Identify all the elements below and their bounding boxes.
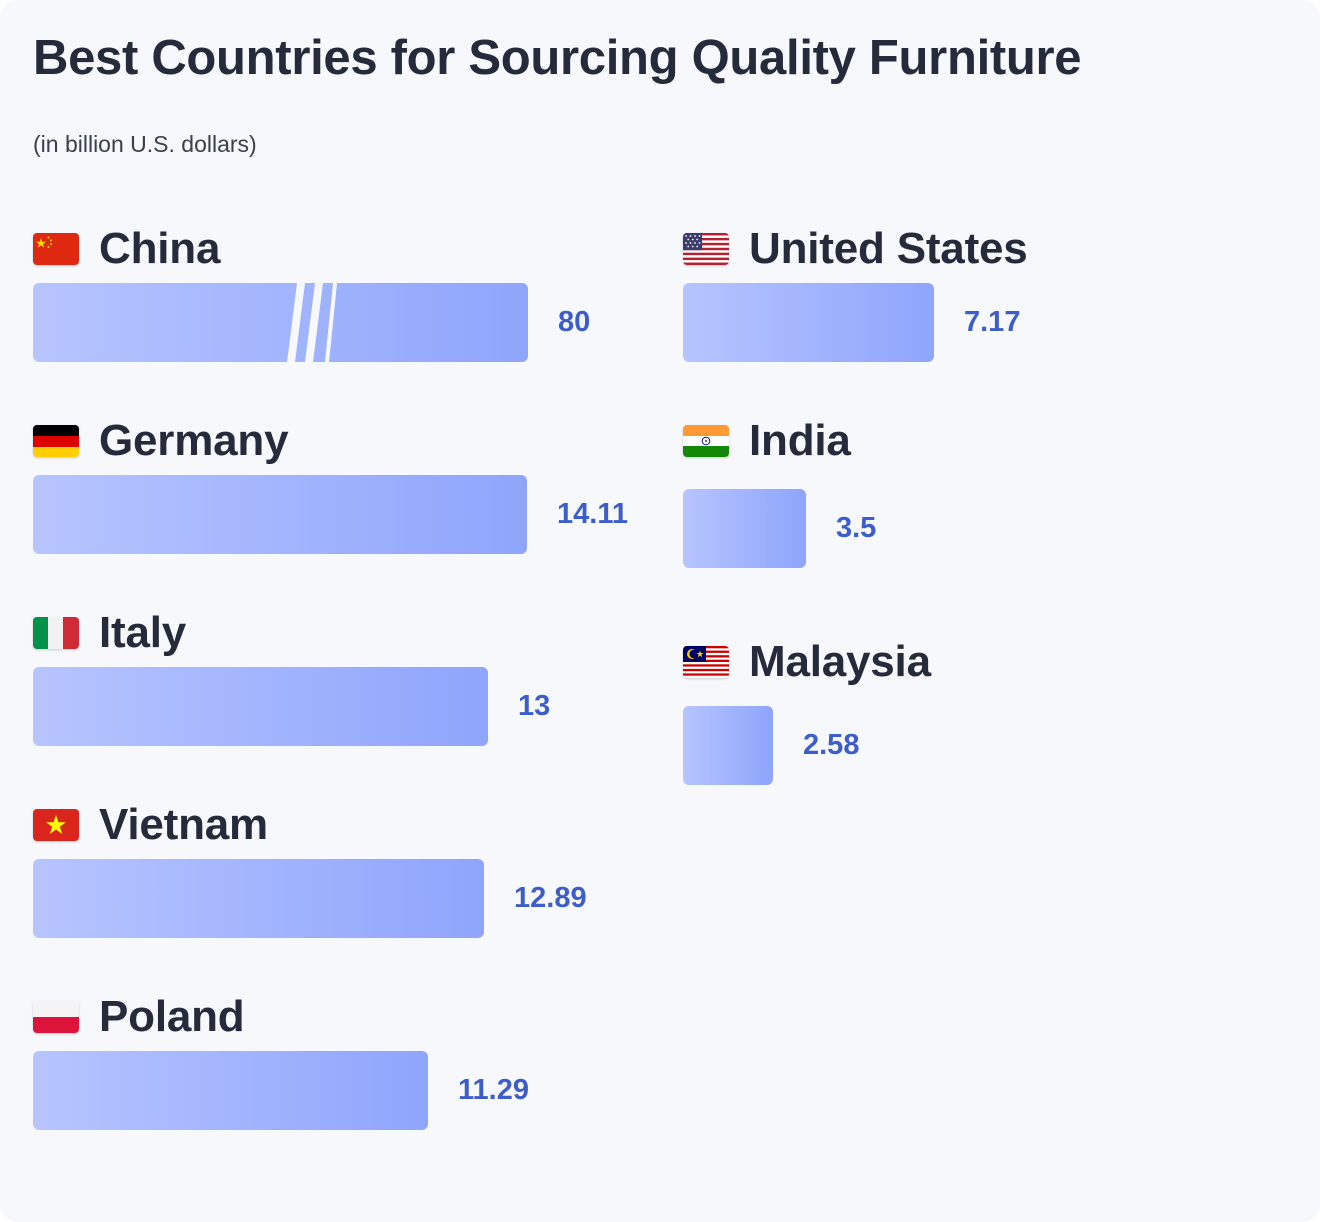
bar-united-states <box>683 283 934 362</box>
bar-label: Vietnam <box>33 795 268 855</box>
bar-label-text: China <box>99 224 221 273</box>
poland-flag-icon <box>33 1001 79 1033</box>
bar-label-text: Italy <box>99 608 187 657</box>
bar-malaysia <box>683 706 773 785</box>
bar-label: United States <box>683 219 1028 279</box>
bar-italy <box>33 667 488 746</box>
bar-value: 12.89 <box>514 882 587 914</box>
bar-value: 7.17 <box>964 306 1021 338</box>
bar-poland <box>33 1051 428 1130</box>
bar-value: 2.58 <box>803 729 860 761</box>
bar-vietnam <box>33 859 484 938</box>
bar-label: China <box>33 219 220 279</box>
vietnam-flag-icon <box>33 809 79 841</box>
bar-label-text: United States <box>749 224 1028 273</box>
bar-value: 80 <box>558 306 591 338</box>
bar-label: Germany <box>33 411 289 471</box>
bar-label-text: Vietnam <box>99 800 268 849</box>
bar-label: Malaysia <box>683 632 931 692</box>
bar-value: 14.11 <box>557 498 628 530</box>
malaysia-flag-icon <box>683 646 729 678</box>
bar-value: 11.29 <box>458 1074 529 1106</box>
india-flag-icon <box>683 425 729 457</box>
china-flag-icon <box>33 233 79 265</box>
italy-flag-icon <box>33 617 79 649</box>
bar-china <box>33 283 528 362</box>
bar-value: 13 <box>518 690 551 722</box>
bar-label-text: Germany <box>99 416 289 465</box>
chart-title: Best Countries for Sourcing Quality Furn… <box>33 31 1082 85</box>
bar-label: Italy <box>33 603 186 663</box>
us-flag-icon <box>683 233 729 265</box>
bar-label-text: Malaysia <box>749 637 931 686</box>
bar-label-text: India <box>749 416 851 465</box>
bar-label: Poland <box>33 987 245 1047</box>
axis-break-icon <box>287 283 337 362</box>
bar-value: 3.5 <box>836 512 877 544</box>
germany-flag-icon <box>33 425 79 457</box>
bar-india <box>683 489 806 568</box>
bar-germany <box>33 475 527 554</box>
bar-label: India <box>683 411 851 471</box>
bar-label-text: Poland <box>99 992 245 1041</box>
chart-subtitle: (in billion U.S. dollars) <box>33 131 257 157</box>
